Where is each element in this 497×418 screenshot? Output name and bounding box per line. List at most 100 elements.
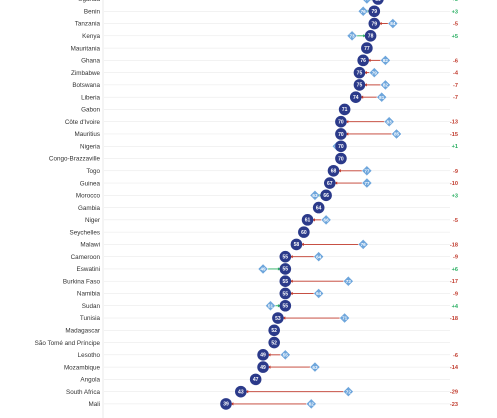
- chart-row: Lesotho 55 49 -6: [78, 349, 458, 361]
- country-label: Zimbabwe: [71, 70, 101, 77]
- previous-value-label: 71: [342, 316, 348, 321]
- previous-value-label: 63: [312, 193, 318, 198]
- change-value: -6: [453, 353, 458, 359]
- change-value: -7: [453, 95, 458, 101]
- chart-row: South Africa 72 43 -29: [66, 385, 458, 398]
- country-label: Guinea: [80, 180, 101, 187]
- previous-value-marker: [391, 128, 402, 140]
- current-value-marker: [335, 140, 347, 153]
- current-value-label: 47: [253, 377, 259, 383]
- current-value-label: 55: [283, 267, 289, 273]
- current-value-marker: [301, 214, 314, 226]
- change-value: -9: [453, 255, 458, 261]
- chart-row: Burkina Faso 72 55 -17: [63, 275, 458, 288]
- previous-value-marker: [342, 386, 354, 397]
- previous-value-label: 77: [364, 168, 370, 173]
- current-value-marker: [290, 238, 303, 251]
- country-label: Morocco: [76, 193, 101, 200]
- current-value-label: 55: [283, 304, 289, 310]
- change-value: -9: [453, 291, 458, 297]
- current-value-label: 66: [323, 193, 329, 199]
- current-value-label: 58: [294, 242, 300, 248]
- current-value-label: 52: [271, 340, 277, 346]
- chart-row: Tunisia 71 53 -18: [80, 312, 458, 324]
- change-arrowhead: [289, 291, 293, 296]
- change-value: -18: [450, 316, 458, 322]
- previous-value-label: 73: [349, 34, 355, 39]
- current-value-marker: [268, 336, 280, 349]
- country-label: Lesotho: [78, 352, 101, 359]
- current-value-marker: [268, 324, 280, 337]
- change-arrowhead: [245, 390, 249, 394]
- change-value: +5: [452, 34, 458, 40]
- change-arrowhead: [267, 365, 271, 369]
- previous-value-label: 77: [364, 181, 370, 186]
- current-value-label: 70: [338, 144, 344, 150]
- current-value-marker: [349, 91, 362, 103]
- current-value-marker: [372, 0, 384, 5]
- previous-value-label: 85: [394, 132, 400, 137]
- country-label: Liberia: [81, 94, 100, 101]
- change-value: +3: [452, 0, 458, 3]
- change-arrowhead: [338, 169, 341, 173]
- previous-value-marker: [305, 398, 317, 410]
- country-label: Mali: [88, 401, 100, 408]
- current-value-marker: [257, 361, 269, 373]
- country-label: Niger: [85, 217, 100, 224]
- chart-row: Seychelles 60: [70, 226, 450, 238]
- chart-row: Mozambique 63 49 -14: [64, 361, 459, 373]
- chart-rows: Uganda 77 80 +3 Benin 76 79 +3 Tanzania 84 79 -5 Ken…: [35, 0, 459, 410]
- country-label: Malawi: [80, 242, 100, 249]
- current-value-label: 60: [301, 230, 307, 236]
- current-value-marker: [361, 42, 373, 54]
- change-arrowhead: [364, 71, 367, 75]
- change-arrowhead: [301, 242, 304, 246]
- current-value-marker: [257, 349, 269, 361]
- change-arrowhead: [312, 218, 315, 222]
- country-label: São Tomé and Príncipe: [35, 340, 101, 347]
- chart-row: Mali 62 39 -23: [88, 398, 458, 410]
- change-arrowhead: [282, 316, 286, 320]
- country-label: Tanzania: [75, 21, 101, 28]
- previous-value-marker: [309, 361, 321, 373]
- chart-row: Nigeria6970+1: [80, 140, 458, 153]
- chart-row: Togo 77 68 -9: [86, 164, 458, 177]
- change-value: +3: [452, 193, 458, 199]
- current-value-label: 68: [331, 169, 337, 175]
- previous-value-label: 82: [383, 83, 389, 88]
- chart-row: Eswatini 49 55 +6: [77, 263, 458, 275]
- current-value-marker: [368, 17, 381, 30]
- previous-value-marker: [320, 214, 332, 226]
- previous-value-marker: [387, 18, 399, 29]
- change-value: -29: [450, 390, 458, 396]
- current-value-marker: [368, 5, 381, 18]
- country-label: Mauritania: [71, 45, 101, 52]
- change-arrowhead: [334, 181, 338, 185]
- previous-value-marker: [313, 251, 325, 263]
- country-label: Togo: [86, 168, 100, 175]
- country-label: Uganda: [78, 0, 101, 3]
- change-value: -5: [453, 218, 458, 224]
- country-label: Botswana: [72, 82, 100, 89]
- current-value-label: 79: [372, 21, 378, 27]
- current-value-label: 53: [275, 316, 281, 322]
- previous-value-label: 63: [312, 365, 318, 370]
- chart-row: Tanzania 84 79 -5: [75, 17, 458, 30]
- change-value: -14: [450, 365, 459, 371]
- country-label: Angola: [80, 377, 100, 384]
- current-value-label: 77: [364, 46, 370, 52]
- previous-value-marker: [279, 349, 291, 361]
- current-value-label: 55: [283, 291, 289, 297]
- change-arrowhead: [363, 34, 366, 38]
- current-value-marker: [279, 275, 292, 288]
- previous-value-marker: [380, 79, 391, 91]
- country-label: Côte d'Ivoire: [65, 119, 101, 126]
- current-value-label: 76: [360, 58, 366, 64]
- country-label: Seychelles: [70, 229, 100, 236]
- current-value-marker: [353, 79, 366, 91]
- country-label: Ghana: [81, 58, 100, 65]
- previous-value-marker: [361, 165, 373, 177]
- current-value-label: 52: [271, 328, 277, 334]
- chart-row: Gabon 71: [81, 103, 450, 116]
- previous-value-marker: [346, 30, 358, 42]
